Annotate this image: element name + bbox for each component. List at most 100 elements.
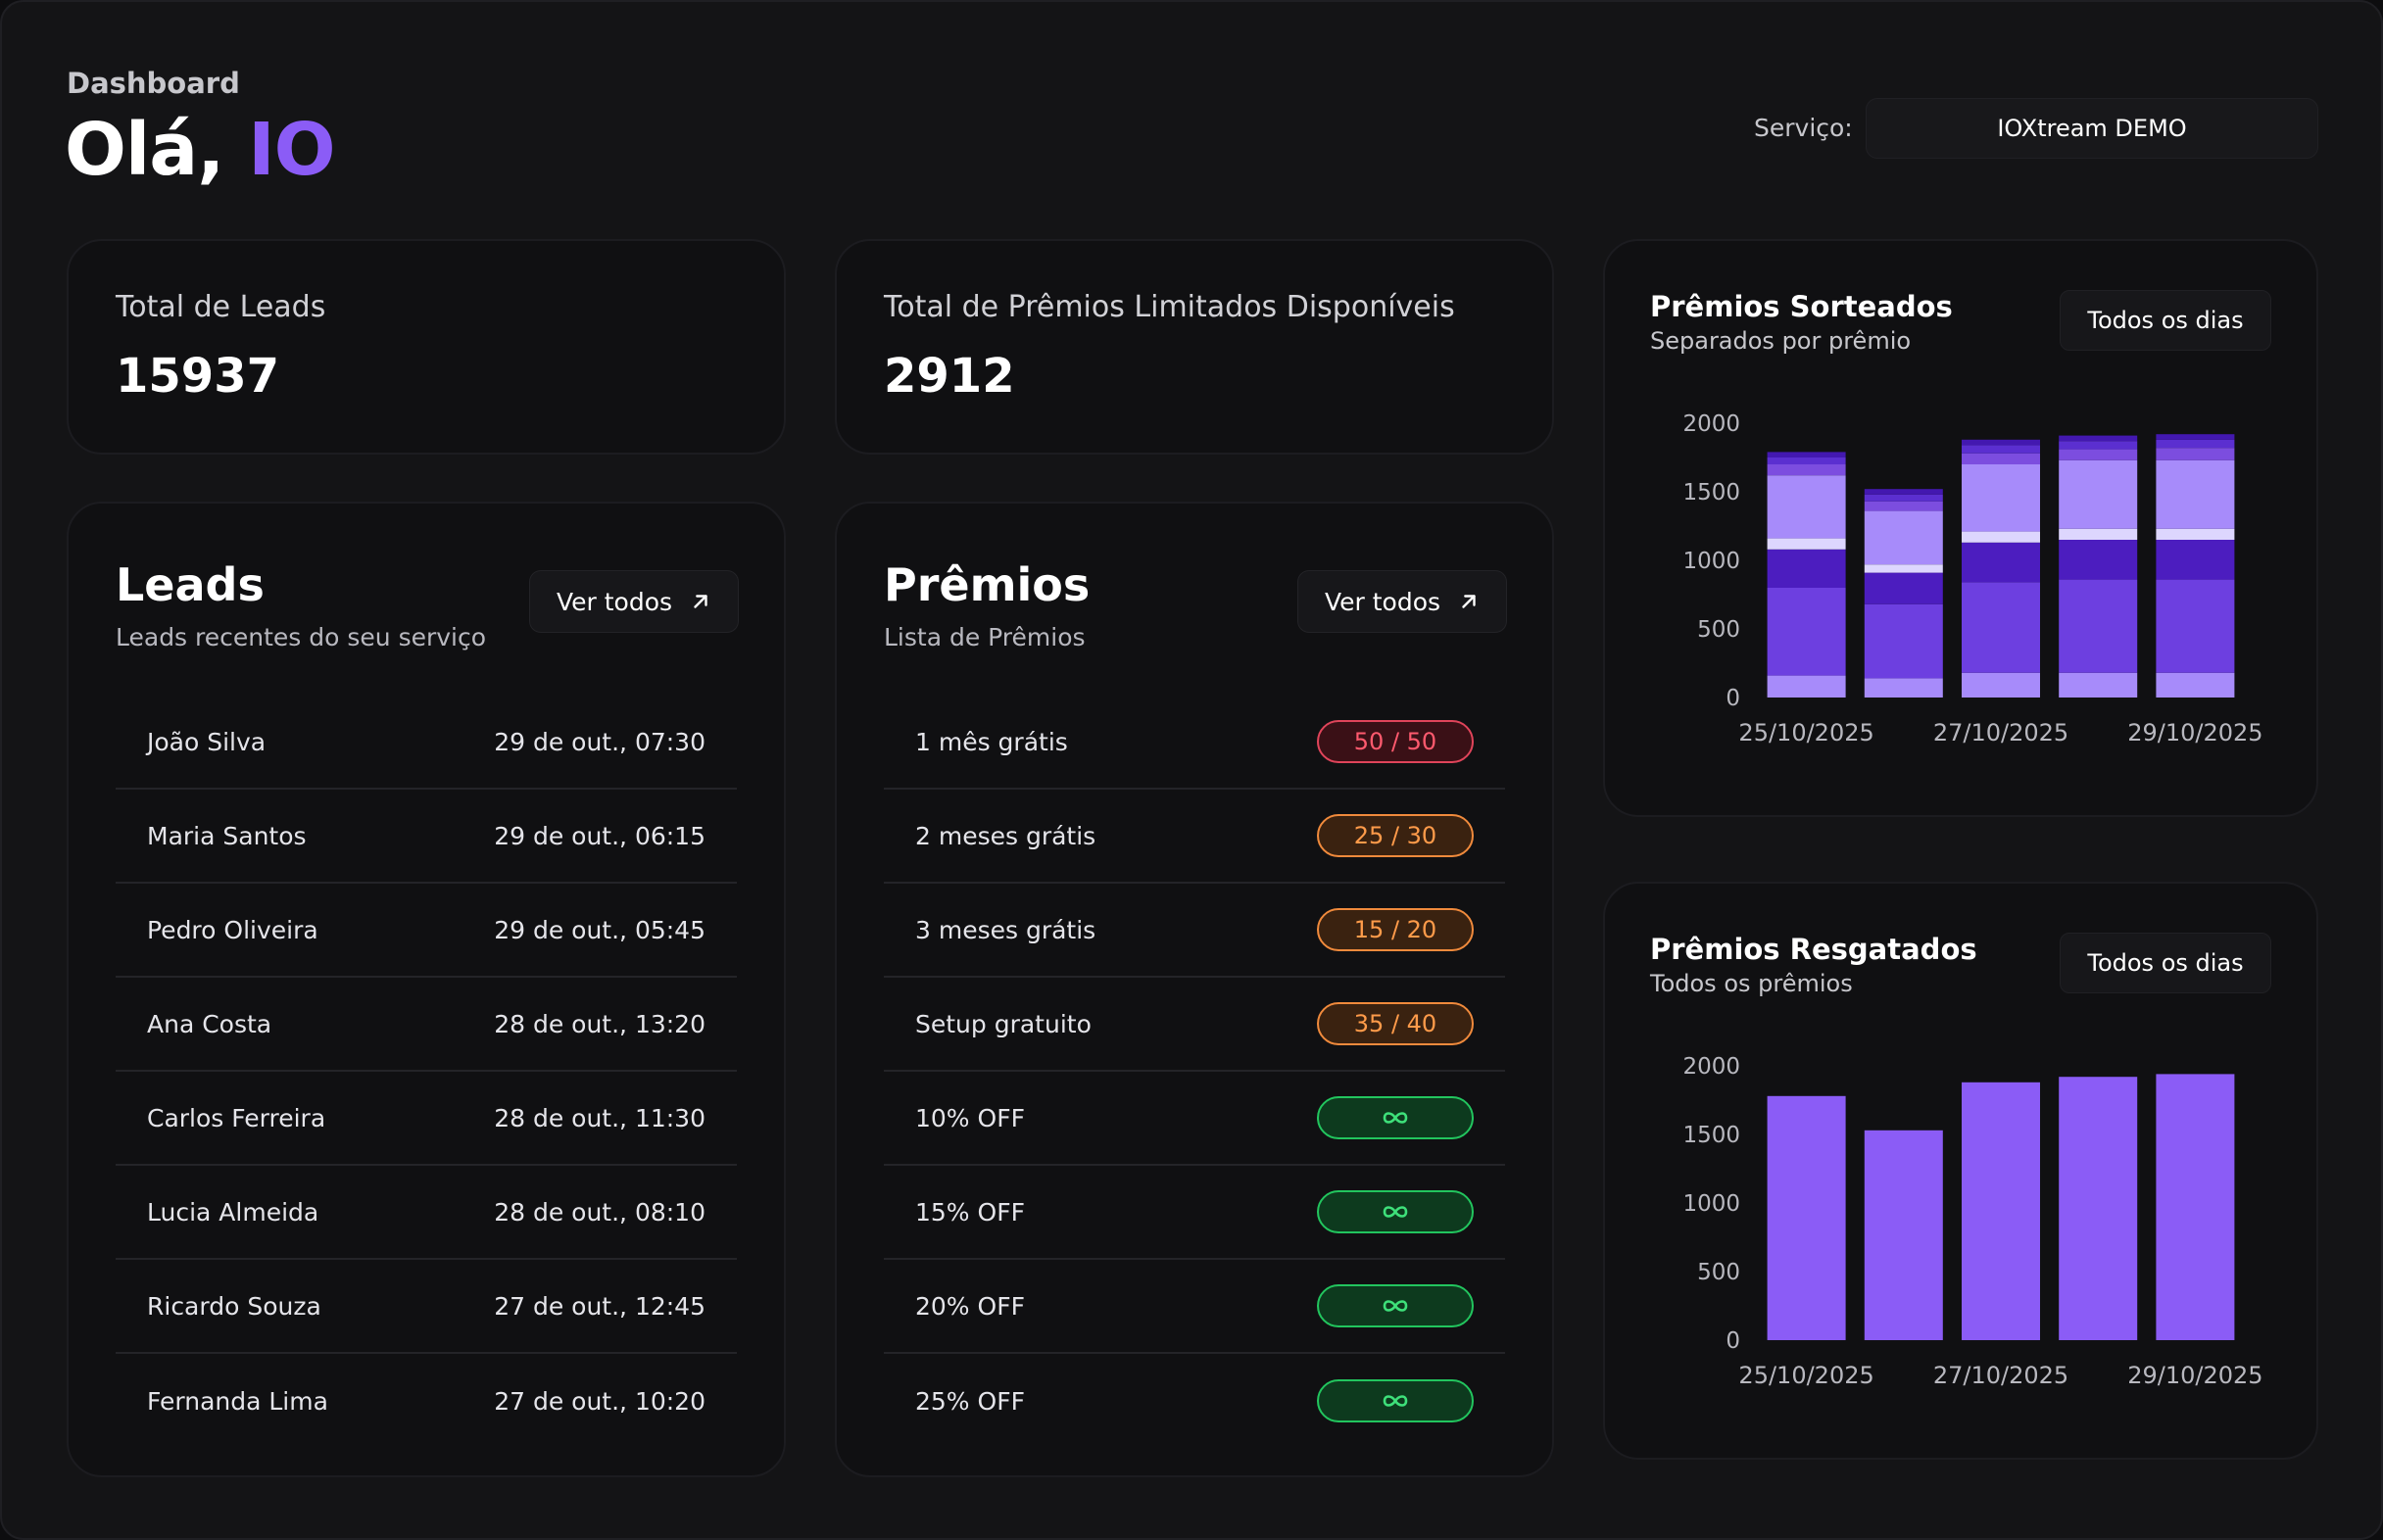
prize-count-badge: 25 / 30 [1317,814,1474,857]
leads-subtitle: Leads recentes do seu serviço [116,623,487,651]
lead-date: 28 de out., 13:20 [494,1009,705,1038]
prize-row[interactable]: 3 meses grátis 15 / 20 [884,884,1505,978]
prize-row[interactable]: Setup gratuito 35 / 40 [884,978,1505,1072]
y-tick-label: 1500 [1682,1123,1740,1148]
bar-segment [1767,588,1846,676]
y-tick-label: 500 [1697,617,1740,643]
user-name: IO [248,108,335,192]
lead-row[interactable]: Pedro Oliveira 29 de out., 05:45 [116,884,737,978]
prize-unlimited-badge [1317,1379,1474,1422]
bar-segment [2156,459,2235,529]
prize-unlimited-badge [1317,1190,1474,1233]
bar-segment [2156,579,2235,673]
y-tick-label: 1000 [1682,549,1740,574]
bar-segment [1864,572,1943,604]
lead-name: Ricardo Souza [147,1291,321,1321]
arrow-up-right-icon [694,595,707,608]
prizes-subtitle: Lista de Prêmios [884,623,1086,651]
lead-name: Ana Costa [147,1009,272,1038]
bar-segment [1864,510,1943,565]
prize-row[interactable]: 2 meses grátis 25 / 30 [884,790,1505,884]
prize-row[interactable]: 15% OFF [884,1166,1505,1260]
lead-row[interactable]: João Silva 29 de out., 07:30 [116,696,737,790]
bar [2059,1077,2138,1340]
date-filter-button[interactable]: Todos os dias [2060,290,2271,351]
bar-segment [1864,603,1943,679]
prizes-redeemed-chart: 0 500 1000 1500 2000 25/10/2025 27/10/2025 29/1… [1682,1054,2262,1389]
bar [1767,1095,1846,1340]
leads-title: Leads [116,558,265,611]
bar-segment [1864,494,1943,502]
bar-segment [1767,464,1846,476]
bar-segment [1864,501,1943,511]
prize-row[interactable]: 20% OFF [884,1260,1505,1354]
bar-segment [1962,531,2040,543]
x-tick-label: 25/10/2025 [1738,719,1873,746]
bar-segment [2156,540,2235,580]
lead-name: João Silva [147,727,267,756]
lead-date: 29 de out., 07:30 [494,727,705,756]
lead-date: 29 de out., 05:45 [494,915,705,944]
bar-segment [1767,675,1846,698]
lead-row[interactable]: Carlos Ferreira 28 de out., 11:30 [116,1072,737,1166]
prize-name: 2 meses grátis [915,821,1096,850]
x-tick-label: 27/10/2025 [1933,719,2068,746]
lead-name: Carlos Ferreira [147,1103,326,1132]
infinity-icon [1383,1300,1408,1312]
lead-date: 27 de out., 10:20 [494,1386,705,1416]
chart-title: Prêmios Sorteados [1650,290,1953,323]
page-title: Olá, IO [65,108,336,192]
y-tick-label: 0 [1726,1328,1740,1354]
prize-row[interactable]: 1 mês grátis 50 / 50 [884,696,1505,790]
leads-view-all-button[interactable]: Ver todos [529,570,739,633]
service-select[interactable]: IOXtream DEMO [1866,98,2318,159]
lead-row[interactable]: Ana Costa 28 de out., 13:20 [116,978,737,1072]
lead-date: 28 de out., 08:10 [494,1197,705,1227]
view-all-label: Ver todos [1324,587,1441,616]
prize-row[interactable]: 25% OFF [884,1354,1505,1448]
bar-segment [1767,538,1846,550]
bar-segment [1767,452,1846,457]
bar-segment [1864,564,1943,573]
total-prizes-label: Total de Prêmios Limitados Disponíveis [884,290,1455,324]
lead-name: Fernanda Lima [147,1386,328,1416]
chart-title: Prêmios Resgatados [1650,933,1977,966]
prizes-view-all-button[interactable]: Ver todos [1297,570,1507,633]
date-filter-button[interactable]: Todos os dias [2060,933,2271,993]
bar-segment [2059,449,2138,460]
chart-subtitle: Todos os prêmios [1650,970,1853,997]
lead-row[interactable]: Lucia Almeida 28 de out., 08:10 [116,1166,737,1260]
y-tick-label: 1500 [1682,480,1740,505]
lead-row[interactable]: Ricardo Souza 27 de out., 12:45 [116,1260,737,1354]
chart-subtitle: Separados por prêmio [1650,327,1912,355]
y-tick-label: 1000 [1682,1191,1740,1217]
bar-segment [2156,448,2235,460]
lead-row[interactable]: Maria Santos 29 de out., 06:15 [116,790,737,884]
x-tick-label: 27/10/2025 [1933,1362,2068,1389]
prize-name: 1 mês grátis [915,727,1068,756]
lead-row[interactable]: Fernanda Lima 27 de out., 10:20 [116,1354,737,1448]
x-tick-label: 25/10/2025 [1738,1362,1873,1389]
view-all-label: Ver todos [556,587,673,616]
prize-name: 25% OFF [915,1386,1025,1416]
bar-segment [2059,540,2138,580]
prize-name: 20% OFF [915,1291,1025,1321]
bar-segment [2156,528,2235,540]
prize-row[interactable]: 10% OFF [884,1072,1505,1166]
lead-name: Lucia Almeida [147,1197,319,1227]
bar-segment [2059,579,2138,673]
infinity-icon [1383,1112,1408,1124]
bar-segment [1962,542,2040,583]
bar-segment [2156,439,2235,449]
bar-segment [1864,489,1943,495]
bar-segment [2059,441,2138,450]
bar [2156,1074,2235,1340]
greeting-text: Olá, [65,108,224,192]
bar-segment [1864,678,1943,698]
bar-segment [1962,453,2040,464]
prize-name: 3 meses grátis [915,915,1096,944]
prize-name: Setup gratuito [915,1009,1092,1038]
bar-segment [1962,582,2040,673]
lead-name: Maria Santos [147,821,307,850]
